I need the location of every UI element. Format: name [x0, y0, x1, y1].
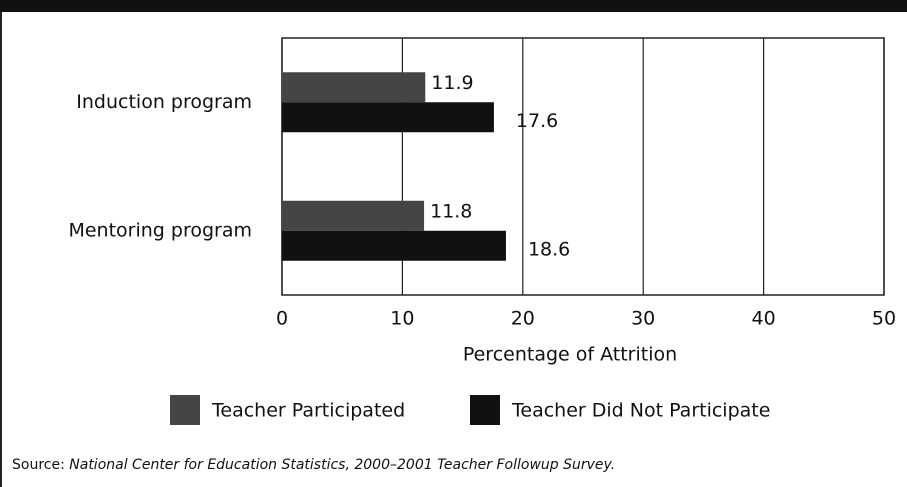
x-tick-label: 30 — [631, 308, 655, 330]
bar — [282, 230, 506, 261]
x-tick-label: 20 — [511, 308, 535, 330]
source: Source: National Center for Education St… — [12, 457, 615, 473]
bar — [282, 102, 494, 133]
value-label: 18.6 — [528, 238, 570, 260]
legend-label: Teacher Did Not Participate — [511, 400, 770, 422]
bar — [282, 200, 425, 231]
legend-swatch — [470, 395, 500, 425]
source-prefix: Source: — [12, 457, 65, 473]
value-label: 11.8 — [430, 200, 472, 222]
bar — [282, 72, 426, 103]
x-tick-label: 40 — [752, 308, 776, 330]
top-band — [0, 0, 907, 12]
value-label: 11.9 — [431, 72, 473, 94]
x-tick-label: 10 — [390, 308, 414, 330]
y-tick-label: Mentoring program — [68, 219, 252, 241]
value-label: 17.6 — [516, 110, 558, 132]
source-text: National Center for Education Statistics… — [69, 457, 615, 473]
legend-label: Teacher Participated — [211, 400, 405, 422]
x-tick-label: 0 — [276, 308, 288, 330]
x-axis-label: Percentage of Attrition — [463, 344, 677, 366]
y-tick-label: Induction program — [76, 91, 252, 113]
legend-swatch — [170, 395, 200, 425]
x-tick-label: 50 — [872, 308, 896, 330]
